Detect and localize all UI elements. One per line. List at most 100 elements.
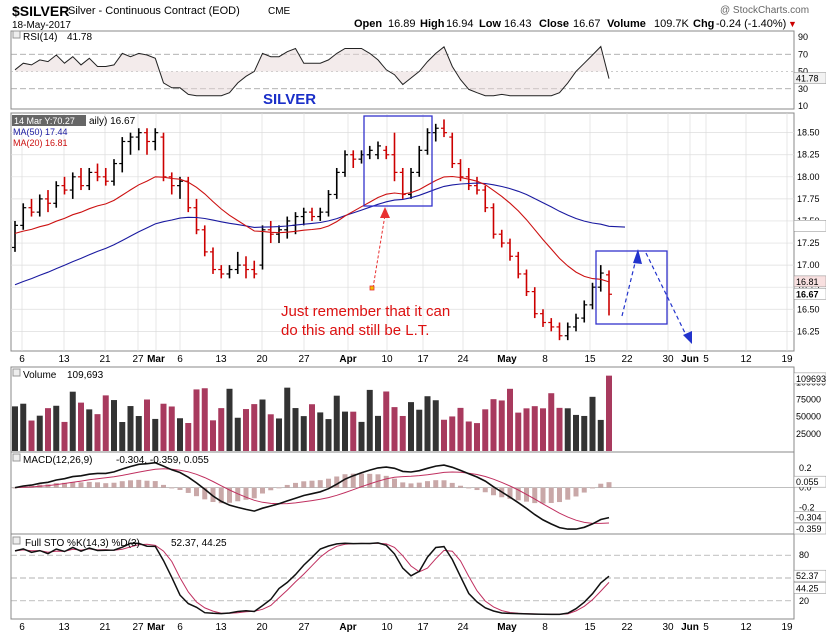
- annotations: [363, 115, 692, 344]
- macd-hist-bar: [326, 478, 331, 488]
- macd-hist-bar: [482, 487, 488, 493]
- volume-bar: [309, 404, 315, 451]
- ma20-line: [14, 175, 610, 283]
- credit-label: @ StockCharts.com: [720, 5, 809, 16]
- macd-hist-bar: [243, 487, 249, 500]
- volume-current-tag: 109693: [796, 374, 826, 384]
- volume-bar: [243, 409, 249, 451]
- rsi-collapse-icon[interactable]: [12, 30, 21, 39]
- volume-bar: [259, 399, 266, 451]
- high-label: High: [420, 18, 445, 30]
- chg-value: -0.24 (-1.40%): [716, 18, 786, 30]
- ohlc-bar: [234, 251, 241, 274]
- ohlc-bar: [12, 220, 18, 252]
- ohlc-bar: [441, 119, 447, 138]
- x-tick-label: 6: [19, 354, 25, 365]
- volume-bar: [416, 409, 423, 451]
- volume-bars: [12, 375, 612, 451]
- x-tick-label: 22: [621, 622, 633, 633]
- macd-hist-bar: [293, 482, 298, 488]
- sto-collapse-icon[interactable]: [12, 536, 21, 545]
- x-tick-label: Jun: [681, 354, 699, 365]
- ohlc-bar: [152, 128, 159, 151]
- volume-bar: [358, 421, 365, 451]
- macd-hist-bar: [78, 482, 84, 488]
- price-tick: 18.25: [797, 150, 820, 160]
- macd-hist-bar: [268, 487, 274, 491]
- macd-hist-bar: [12, 487, 18, 489]
- ohlc-bar: [201, 225, 208, 257]
- volume-bar: [12, 406, 18, 451]
- volume-collapse-icon[interactable]: [12, 368, 21, 377]
- volume-current-tag-bg: [793, 372, 826, 385]
- ohlc-bar: [243, 256, 249, 279]
- x-tick-label: 5: [703, 622, 709, 633]
- price-tick: 16.50: [797, 304, 820, 314]
- projection-down-arrowhead: [683, 331, 692, 344]
- price-tick: 17.00: [797, 260, 820, 270]
- volume-bar: [276, 418, 282, 451]
- x-tick-label: 13: [215, 354, 227, 365]
- macd-hist-bar: [202, 487, 208, 500]
- volume-bar: [465, 421, 472, 451]
- macd-hist-bar: [416, 482, 422, 488]
- ohlc-bar: [523, 269, 530, 297]
- volume-bar: [317, 412, 324, 451]
- macd-label: MACD(12,26,9): [23, 455, 92, 466]
- x-tick-label: Apr: [339, 354, 356, 365]
- volume-bar: [127, 406, 134, 451]
- sto-d-tag: 44.25: [796, 583, 819, 593]
- macd-hist-bar: [425, 481, 430, 488]
- close-value: 16.67: [573, 18, 601, 30]
- x-tick-label: 10: [381, 354, 393, 365]
- x-tick-label: 24: [457, 354, 469, 365]
- macd-hist-bar: [466, 487, 472, 489]
- volume-value: 109.7K: [654, 18, 690, 30]
- macd-hist-bar: [458, 485, 463, 488]
- close-label: Close: [539, 18, 569, 30]
- macd-hist-bar: [590, 487, 595, 489]
- ohlc-bar: [548, 318, 555, 332]
- macd-line: [14, 461, 610, 530]
- volume-bar: [36, 415, 43, 451]
- macd-tick: -0.2: [799, 502, 815, 512]
- macd-hist-bar: [540, 487, 546, 504]
- volume-bar: [284, 387, 291, 451]
- macd-hist-bar: [573, 487, 579, 497]
- ohlc-bar: [507, 238, 513, 261]
- macd-hist-bar: [309, 480, 315, 488]
- volume-bar: [201, 388, 208, 451]
- macd-hist-bar: [144, 480, 150, 488]
- macd-panel: [10, 451, 795, 535]
- rsi-tick: 10: [798, 101, 808, 111]
- ohlc-bar: [564, 322, 571, 341]
- price-tick: 16.75: [797, 282, 820, 292]
- x-tick-label: 13: [58, 622, 70, 633]
- x-axes: 6 13 21 27 Mar 6 13 20 27 Apr 10 17 24 May 8 15 22 30 Jun 5…: [19, 354, 793, 633]
- symbol-title: $SILVER: [12, 3, 69, 19]
- ohlc-bar: [53, 181, 60, 208]
- ohlc-bar: [498, 229, 505, 248]
- projection-down-line: [645, 252, 687, 336]
- volume-bar: [28, 420, 35, 451]
- ohlc-bar: [276, 225, 282, 244]
- macd-hist-bar: [161, 484, 166, 488]
- sto-k-tag: 52.37: [796, 571, 819, 581]
- macd-hist-bar: [408, 483, 414, 488]
- volume-bar: [441, 419, 447, 451]
- rsi-tick: 90: [798, 32, 808, 42]
- macd-hist-bar: [350, 473, 356, 488]
- ohlc-bar: [366, 145, 373, 160]
- volume-bar: [490, 399, 497, 451]
- volume-bar: [474, 423, 480, 451]
- x-tick-label: 21: [99, 354, 111, 365]
- price-tick: 17.75: [797, 194, 820, 204]
- ohlc-bar: [391, 132, 398, 182]
- macd-hist-bar: [128, 480, 133, 488]
- symbol-description: Silver - Continuous Contract (EOD): [68, 5, 240, 17]
- macd-collapse-icon[interactable]: [12, 453, 21, 462]
- volume-bar: [523, 408, 530, 451]
- rsi-line: [14, 45, 610, 97]
- macd-hist-bar: [119, 481, 125, 488]
